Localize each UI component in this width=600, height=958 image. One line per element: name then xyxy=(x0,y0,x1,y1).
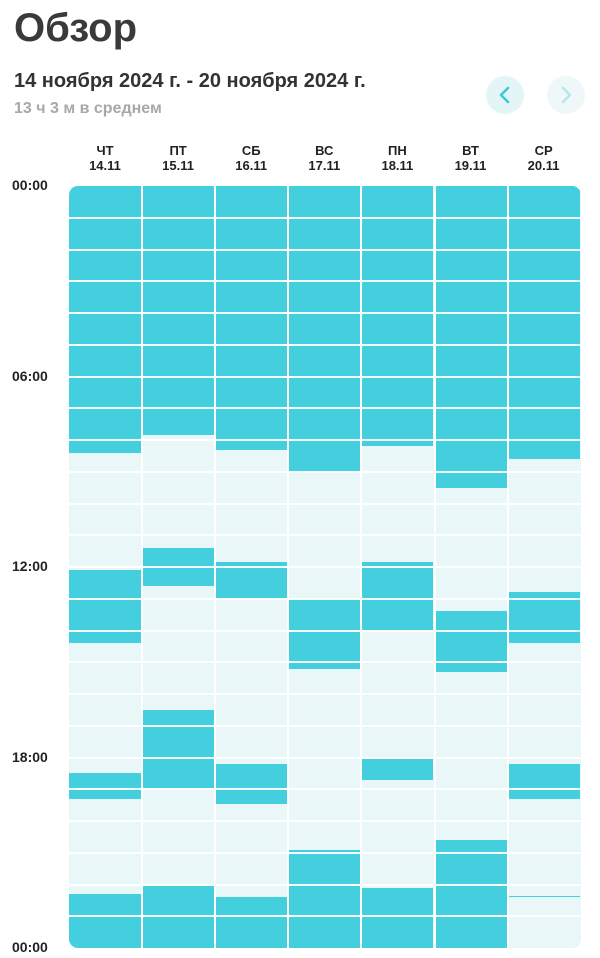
day-header-3: ВС 17.11 xyxy=(287,143,361,173)
time-label: 00:00 xyxy=(12,939,48,955)
sleep-segment[interactable] xyxy=(361,757,434,780)
page-title: Обзор xyxy=(14,6,138,50)
hour-gridline xyxy=(69,343,581,346)
day-date: 19.11 xyxy=(454,158,487,173)
day-date: 14.11 xyxy=(89,158,121,173)
sleep-segment[interactable] xyxy=(142,709,215,790)
hour-gridline xyxy=(69,820,581,822)
day-header-0: ЧТ 14.11 xyxy=(68,143,142,173)
column-divider xyxy=(360,186,363,948)
sleep-segment[interactable] xyxy=(507,895,580,898)
sleep-segment[interactable] xyxy=(288,849,361,948)
column-divider xyxy=(141,186,144,948)
hour-gridline xyxy=(69,597,581,600)
hour-gridline xyxy=(69,915,581,918)
hour-gridline xyxy=(69,851,581,854)
day-date: 15.11 xyxy=(162,158,194,173)
sleep-segment[interactable] xyxy=(215,186,288,450)
hour-gridline xyxy=(69,248,581,251)
sleep-segment[interactable] xyxy=(361,887,434,948)
sleep-segment[interactable] xyxy=(507,186,580,460)
sleep-segment[interactable] xyxy=(215,897,288,948)
hour-gridline xyxy=(69,566,581,568)
column-divider xyxy=(287,186,290,948)
sleep-chart xyxy=(69,186,581,948)
day-header-4: ПН 18.11 xyxy=(360,143,434,173)
day-date: 16.11 xyxy=(235,158,268,173)
day-weekday: СР xyxy=(534,143,553,158)
hour-gridline xyxy=(69,883,581,886)
day-header-2: СБ 16.11 xyxy=(214,143,288,173)
chevron-right-icon xyxy=(561,86,572,104)
sleep-segment[interactable] xyxy=(142,186,215,436)
day-header-6: СР 20.11 xyxy=(507,143,581,173)
hour-gridline xyxy=(69,788,581,791)
sleep-segment[interactable] xyxy=(361,562,434,631)
sleep-segment[interactable] xyxy=(288,186,361,474)
day-header-1: ПТ 15.11 xyxy=(141,143,215,173)
day-date: 18.11 xyxy=(381,158,414,173)
hour-gridline xyxy=(69,661,581,664)
hour-gridline xyxy=(69,312,581,314)
hour-gridline xyxy=(69,756,581,759)
hour-gridline xyxy=(69,629,581,632)
sleep-segment[interactable] xyxy=(507,763,580,799)
sleep-segment[interactable] xyxy=(288,598,361,669)
column-divider xyxy=(214,186,217,948)
sleep-segment[interactable] xyxy=(215,763,288,804)
date-range: 14 ноября 2024 г. - 20 ноября 2024 г. xyxy=(14,70,366,92)
column-divider xyxy=(433,186,436,948)
column-divider xyxy=(506,186,509,948)
time-label: 12:00 xyxy=(12,558,48,574)
hour-gridline xyxy=(69,280,581,283)
sleep-segment[interactable] xyxy=(69,186,141,453)
sleep-segment[interactable] xyxy=(507,592,580,644)
sleep-segment[interactable] xyxy=(434,840,507,948)
sleep-segment[interactable] xyxy=(69,773,141,799)
hour-gridline xyxy=(69,534,581,537)
day-weekday: СБ xyxy=(241,143,261,158)
hour-gridline xyxy=(69,502,581,505)
hour-gridline xyxy=(69,470,581,473)
chevron-left-icon xyxy=(499,86,510,104)
day-date: 20.11 xyxy=(527,158,560,173)
hour-gridline xyxy=(69,439,581,441)
day-date: 17.11 xyxy=(308,158,341,173)
day-header-5: ВТ 19.11 xyxy=(434,143,508,173)
hour-gridline xyxy=(69,375,581,378)
day-weekday: ВТ xyxy=(462,143,479,158)
sleep-segment[interactable] xyxy=(69,894,141,948)
hour-gridline xyxy=(69,693,581,695)
time-label: 18:00 xyxy=(12,748,48,765)
sleep-segment[interactable] xyxy=(215,562,288,599)
time-label: 06:00 xyxy=(12,367,48,384)
hour-gridline xyxy=(69,724,581,727)
previous-week-button[interactable] xyxy=(486,76,524,114)
day-weekday: ПТ xyxy=(169,143,187,158)
sleep-segment[interactable] xyxy=(434,186,507,488)
next-week-button[interactable] xyxy=(547,76,585,114)
day-weekday: ПН xyxy=(388,143,407,158)
day-weekday: ВС xyxy=(315,143,334,158)
time-label: 00:00 xyxy=(12,177,48,193)
hour-gridline xyxy=(69,407,581,410)
sleep-segment[interactable] xyxy=(361,186,434,447)
average-duration: 13 ч 3 м в среднем xyxy=(14,100,162,117)
hour-gridline xyxy=(69,216,581,219)
sleep-segment[interactable] xyxy=(69,570,141,644)
day-weekday: ЧТ xyxy=(96,143,114,158)
